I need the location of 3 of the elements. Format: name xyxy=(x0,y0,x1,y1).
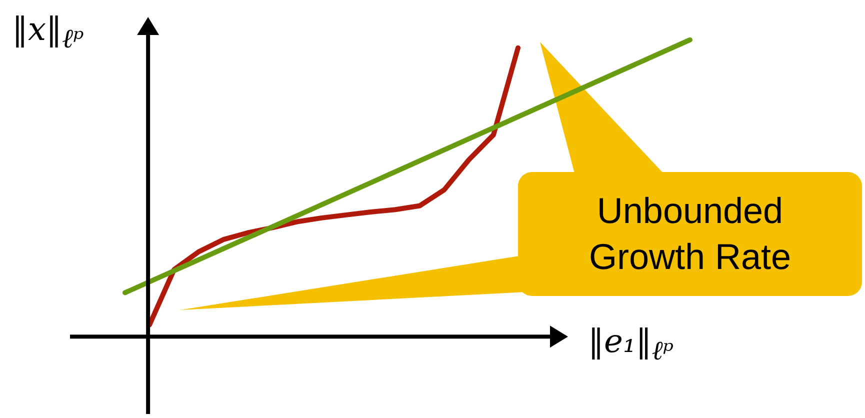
annotation: Unbounded Growth Rate xyxy=(588,190,792,277)
y-axis-title: ‖x‖$_{ℓᵖ}$ xyxy=(12,10,84,54)
x-axis-title: ‖e₁‖$_{ℓᵖ}$ xyxy=(588,322,674,366)
